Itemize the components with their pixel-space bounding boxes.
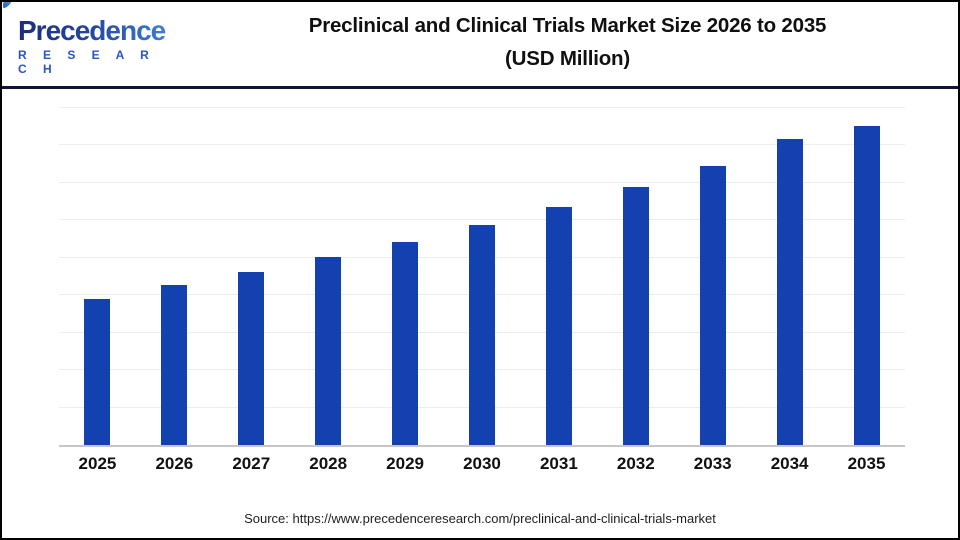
x-axis-label-2028: 2028: [309, 454, 348, 473]
bar-2030: [468, 225, 495, 445]
x-axis-label-2026: 2026: [155, 454, 194, 473]
bar-chart-plot-area: [59, 107, 905, 447]
chart-title-line2: (USD Million): [505, 47, 630, 70]
gridline: [59, 107, 905, 108]
bar-2025: [84, 298, 111, 445]
bar-2033: [699, 166, 726, 445]
source-text: Source: https://www.precedenceresearch.c…: [244, 511, 716, 526]
x-axis-label-2025: 2025: [78, 454, 117, 473]
bar-2027: [238, 271, 265, 445]
x-axis-label-2029: 2029: [386, 454, 424, 473]
bar-2031: [545, 207, 572, 445]
bar-2026: [161, 284, 188, 445]
bar-2029: [392, 241, 419, 445]
logo-wordmark: Precedence: [18, 15, 177, 47]
x-axis-label-2034: 2034: [770, 454, 809, 473]
leaf-icon: [3, 2, 12, 9]
bar-series: [59, 108, 905, 445]
x-axis-label-2033: 2033: [693, 454, 732, 473]
x-axis-label-2032: 2032: [616, 454, 655, 473]
x-axis-label-2030: 2030: [463, 454, 501, 473]
footer: Source: https://www.precedenceresearch.c…: [2, 510, 958, 528]
header: Precedence R E S E A R C H Preclinical a…: [2, 2, 958, 89]
bar-2032: [622, 186, 649, 445]
gridline: [59, 144, 905, 146]
bar-2034: [776, 138, 803, 445]
precedence-research-logo: Precedence R E S E A R C H: [2, 2, 177, 86]
bar-2028: [315, 256, 342, 445]
chart-title-block: Preclinical and Clinical Trials Market S…: [177, 2, 958, 86]
x-axis-label-2027: 2027: [232, 454, 271, 473]
x-axis-label-2035: 2035: [847, 454, 886, 473]
gridline: [59, 219, 905, 221]
logo-research-label: R E S E A R C H: [18, 47, 156, 76]
chart-title-line1: Preclinical and Clinical Trials Market S…: [308, 14, 827, 37]
x-axis-labels: 2025 2026 2027 2028 2029 2030 2031 2032 2033 2034…: [59, 454, 905, 474]
gridline: [59, 181, 905, 183]
x-axis-label-2031: 2031: [539, 454, 578, 473]
bar-2035: [853, 125, 880, 445]
